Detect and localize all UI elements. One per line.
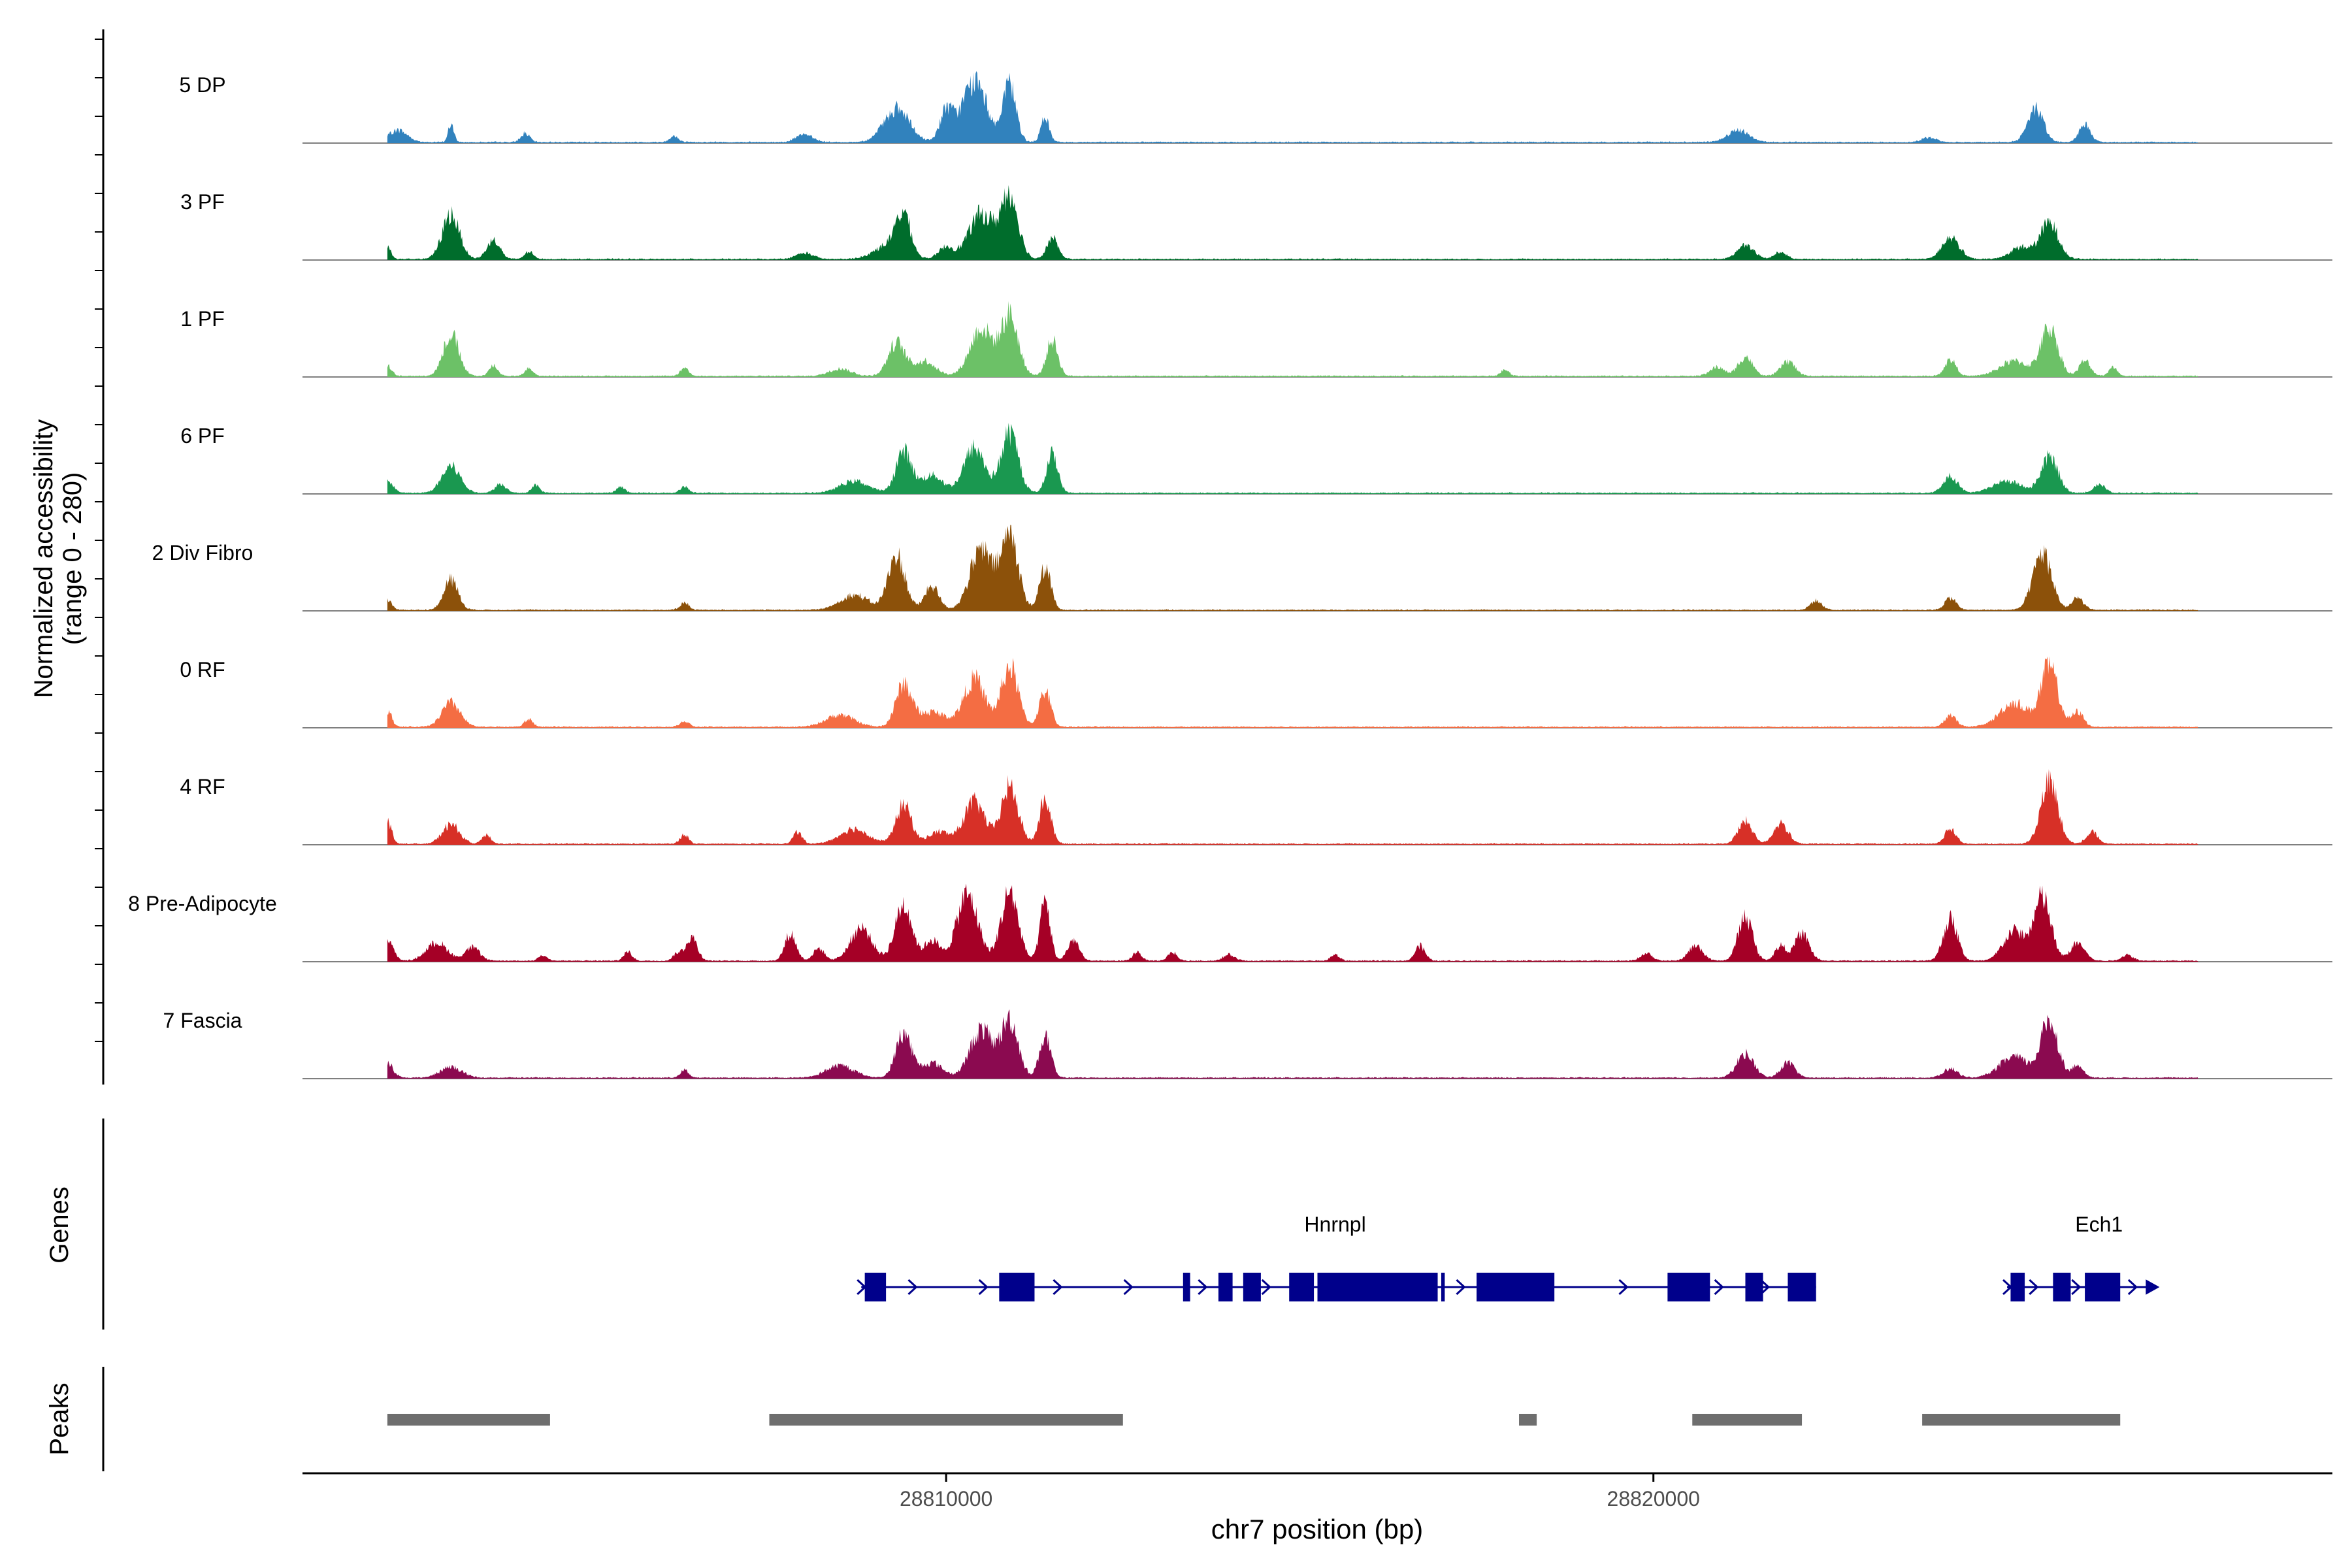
track-label: 4 RF	[180, 775, 225, 798]
track-area	[387, 883, 2198, 962]
y-axis-title-line2: (range 0 - 280)	[58, 472, 87, 645]
track-6-pf: 6 PF	[180, 423, 2332, 495]
gene-exon	[864, 1273, 887, 1301]
gene-exon	[2085, 1273, 2121, 1301]
peak-region	[387, 1414, 550, 1426]
gene-end-arrowhead	[2146, 1279, 2160, 1295]
peak-region	[1692, 1414, 1803, 1426]
gene-label: Ech1	[2075, 1213, 2123, 1236]
strand-arrow	[1261, 1279, 1271, 1296]
track-3-pf: 3 PF	[180, 185, 2332, 261]
strand-arrow	[1053, 1279, 1063, 1296]
gene-exon	[1745, 1273, 1763, 1301]
track-1-pf: 1 PF	[180, 301, 2332, 378]
gene-ech1: Ech1	[2002, 1213, 2160, 1301]
peak-region	[1519, 1414, 1537, 1426]
track-label: 8 Pre-Adipocyte	[128, 892, 277, 915]
strand-arrow	[1714, 1279, 1724, 1296]
track-label: 5 DP	[179, 73, 225, 97]
peak-region	[1922, 1414, 2121, 1426]
track-8-pre-adipocyte: 8 Pre-Adipocyte	[128, 883, 2332, 962]
track-7-fascia: 7 Fascia	[163, 1009, 2332, 1079]
track-5-dp: 5 DP	[179, 71, 2332, 144]
x-tick-label: 28810000	[900, 1487, 992, 1511]
genes-panel-label: Genes	[45, 1186, 74, 1264]
gene-exon	[1667, 1273, 1710, 1301]
strand-arrow	[1198, 1279, 1208, 1296]
x-axis-title: chr7 position (bp)	[1211, 1514, 1424, 1544]
peak-regions	[387, 1414, 2121, 1426]
gene-exon	[1218, 1273, 1233, 1301]
gene-exon	[1441, 1273, 1445, 1301]
gene-hnrnpl: Hnrnpl	[857, 1213, 1816, 1301]
track-2-div-fibro: 2 Div Fibro	[152, 525, 2332, 612]
gene-exon	[1477, 1273, 1555, 1301]
track-4-rf: 4 RF	[180, 768, 2332, 845]
strand-arrow	[1759, 1279, 1771, 1296]
gene-exon	[1289, 1273, 1315, 1301]
tracks-y-axis-ticks	[95, 39, 103, 1042]
gene-exon	[2010, 1273, 2025, 1301]
track-0-rf: 0 RF	[180, 656, 2332, 728]
track-area	[387, 423, 2198, 494]
track-label: 6 PF	[180, 424, 225, 448]
strand-arrow	[2029, 1279, 2039, 1296]
gene-exon	[1317, 1273, 1438, 1301]
gene-exon	[1243, 1273, 1261, 1301]
x-tick-label: 28820000	[1607, 1487, 1700, 1511]
strand-arrow	[2071, 1279, 2082, 1296]
gene-exon	[999, 1273, 1035, 1301]
track-area	[387, 185, 2198, 260]
strand-arrow	[907, 1279, 918, 1296]
strand-arrow	[857, 1279, 867, 1296]
peak-region	[769, 1414, 1123, 1426]
track-area	[387, 301, 2198, 377]
strand-arrow	[1618, 1279, 1629, 1296]
track-label: 2 Div Fibro	[152, 541, 253, 564]
track-label: 7 Fascia	[163, 1009, 242, 1032]
strand-arrow	[2127, 1279, 2138, 1296]
track-area	[387, 1009, 2198, 1079]
x-axis-ticks: 28810000 28820000	[900, 1473, 1700, 1511]
gene-exon	[1788, 1273, 1816, 1301]
gene-exon	[1183, 1273, 1190, 1301]
track-label: 3 PF	[180, 190, 225, 214]
strand-arrow	[1456, 1279, 1466, 1296]
track-label: 1 PF	[180, 307, 225, 331]
gene-annotations: Hnrnpl Ech1	[857, 1213, 2160, 1301]
gene-exon	[2053, 1273, 2071, 1301]
coverage-tracks: 5 DP 3 PF 1 PF 6 PF 2 Div Fibro 0 RF 4 RF 8 Pre…	[128, 71, 2332, 1079]
peaks-panel-label: Peaks	[45, 1382, 74, 1455]
strand-arrow	[978, 1279, 988, 1296]
track-area	[387, 768, 2198, 845]
y-axis-title-line1: Normalized accessibility	[29, 419, 58, 698]
track-label: 0 RF	[180, 658, 225, 681]
track-area	[387, 656, 2198, 728]
strand-arrow	[2002, 1279, 2013, 1296]
strand-arrow	[1123, 1279, 1134, 1296]
gene-label: Hnrnpl	[1304, 1213, 1365, 1236]
